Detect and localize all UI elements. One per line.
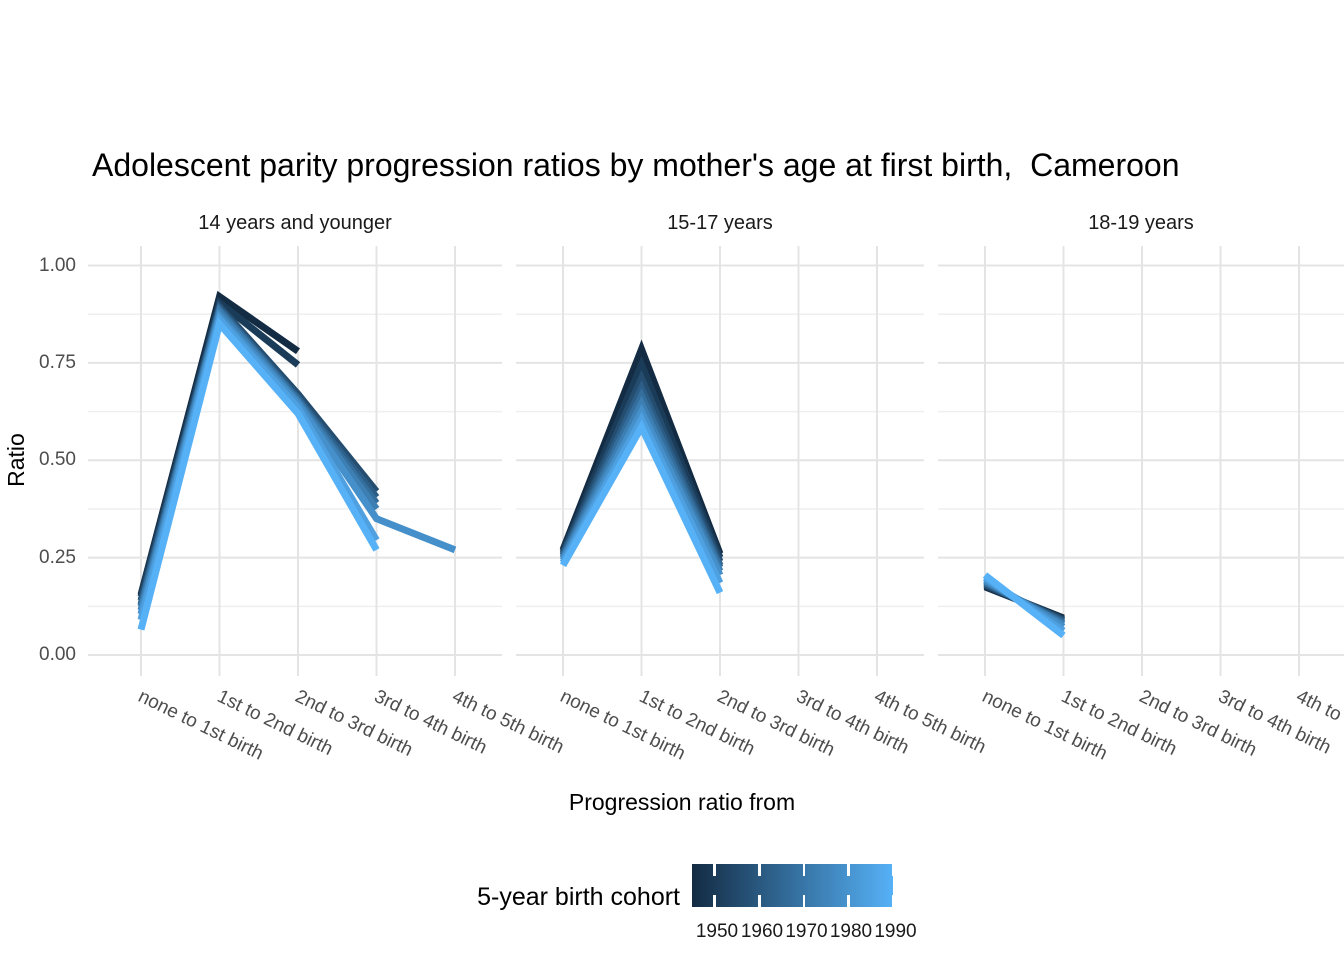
legend-tick-mark	[891, 895, 894, 907]
legend-tick-mark	[713, 895, 716, 907]
legend-tick-label: 1970	[785, 921, 828, 942]
facet-panel-15-17-years	[516, 246, 924, 676]
x-axis-title: Progression ratio from	[568, 789, 796, 815]
legend-tick-mark	[802, 895, 805, 907]
y-tick-label: 0.50	[39, 449, 76, 471]
facet-panel-18-19-years	[938, 246, 1344, 676]
legend-tick-label: 1950	[695, 921, 739, 942]
facet-strip-label: 14 years and younger	[198, 212, 392, 234]
y-tick-label: 0.75	[39, 351, 76, 373]
facet-strip-label: 18-19 years	[1088, 212, 1194, 234]
legend-tick-label: 1990	[874, 921, 917, 942]
chart-title: Adolescent parity progression ratios by …	[92, 147, 1180, 183]
legend-tick-label: 1980	[829, 921, 873, 942]
y-tick-label: 1.00	[39, 254, 76, 276]
legend-tick-mark	[713, 864, 716, 876]
legend-colorbar-gradient	[692, 864, 894, 907]
legend-tick-mark	[758, 895, 761, 907]
facet-panel-14-years-and-younger	[88, 246, 502, 676]
series-line-1990	[982, 572, 1066, 639]
legend-tick-mark	[802, 864, 805, 876]
facet-strip-label: 15-17 years	[667, 212, 773, 234]
legend-title: 5-year birth cohort	[477, 883, 680, 911]
series-line-1990	[137, 316, 380, 631]
legend-tick-mark	[847, 895, 850, 907]
legend-tick-mark	[847, 864, 850, 876]
legend-tick-label: 1960	[740, 921, 784, 942]
y-tick-label: 0.25	[39, 546, 76, 568]
legend-tick-mark	[758, 864, 761, 876]
legend-tick-mark	[891, 864, 894, 876]
series-line-1990	[559, 419, 724, 595]
y-tick-label: 0.00	[39, 644, 76, 665]
